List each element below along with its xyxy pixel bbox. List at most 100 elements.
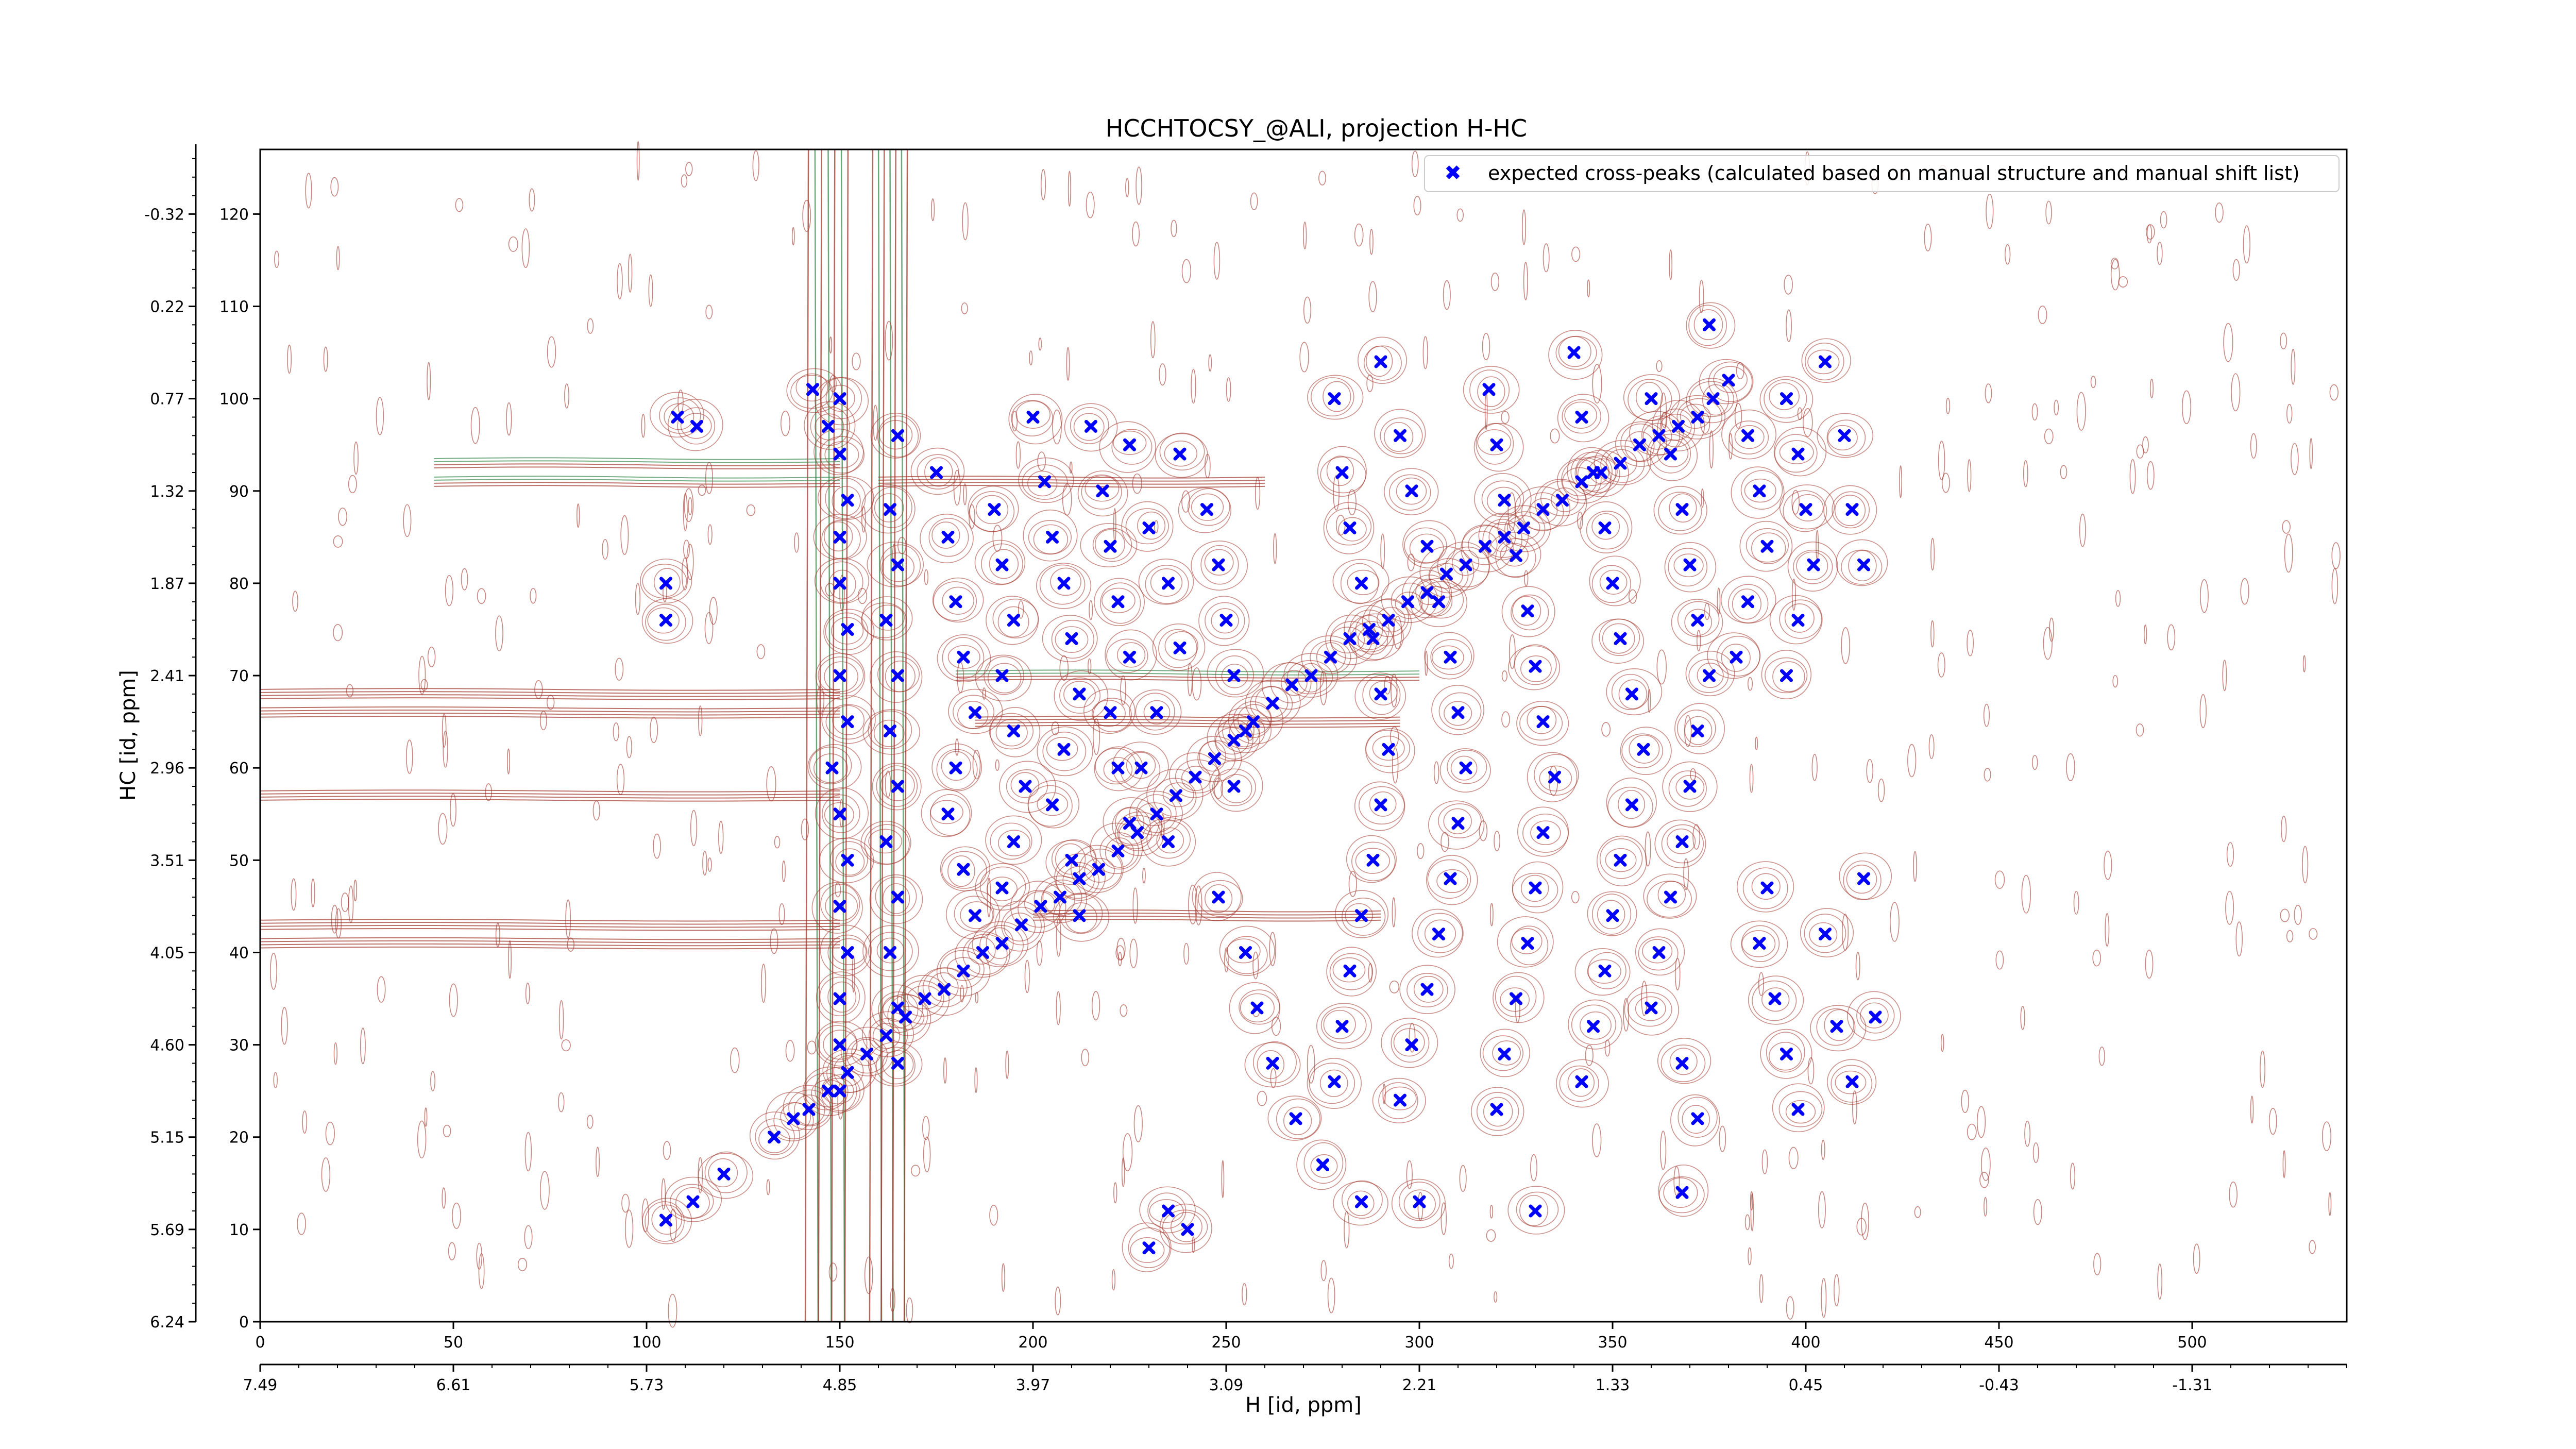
cross-peak-marker (1675, 835, 1689, 848)
cross-peak-marker (659, 577, 672, 590)
cross-peak-marker (833, 392, 846, 406)
peak-contour (1149, 1199, 1184, 1223)
noise-contour (1413, 196, 1421, 216)
cross-peak-marker (1363, 623, 1376, 636)
cross-peak-marker (1451, 817, 1465, 830)
noise-contour (778, 903, 785, 925)
noise-contour (2093, 1253, 2102, 1276)
peak-contour (1354, 672, 1406, 720)
noise-contour (1967, 630, 1974, 656)
horizontal-streak (434, 460, 840, 463)
cross-peak-marker (1664, 890, 1677, 904)
noise-contour (2280, 332, 2287, 349)
peak-contour (882, 1050, 914, 1080)
noise-contour (2143, 624, 2147, 645)
cross-peak-marker (1405, 1038, 1418, 1052)
peak-contour (1779, 599, 1822, 639)
peak-contour (1766, 1032, 1805, 1073)
peak-contour (1556, 457, 1612, 504)
cross-peak-marker (1038, 475, 1051, 488)
peak-contour (921, 789, 972, 837)
peak-contour (1450, 755, 1478, 781)
noise-contour (2215, 202, 2224, 223)
cross-peak-marker (1683, 558, 1697, 571)
peak-contour (974, 540, 1026, 585)
noise-contour (330, 177, 339, 197)
peak-contour (1050, 567, 1081, 596)
noise-contour (1208, 354, 1212, 372)
cross-peak-marker (1753, 937, 1766, 950)
noise-contour (1736, 362, 1744, 380)
noise-contour (1585, 1044, 1594, 1066)
peak-contour (1804, 914, 1846, 953)
noise-contour (452, 1202, 461, 1229)
cross-peak-marker (891, 429, 904, 442)
peak-contour (1027, 470, 1058, 497)
peak-contour (1817, 413, 1874, 458)
noise-contour (2092, 949, 2102, 967)
peak-contour (824, 441, 859, 468)
noise-contour (2232, 259, 2240, 281)
cross-peak-marker (1451, 706, 1465, 719)
peak-contour (1816, 1008, 1856, 1046)
peak-contour (1801, 338, 1851, 383)
y-ppm-tick-label: 4.60 (150, 1037, 184, 1055)
peak-contour (1204, 549, 1234, 576)
peak-contour (1365, 728, 1415, 773)
noise-contour (1802, 408, 1813, 437)
peak-contour (1046, 737, 1078, 761)
cross-peak-marker (1482, 383, 1496, 396)
peak-contour (1276, 1098, 1320, 1139)
peak-contour (1673, 553, 1704, 578)
peak-contour (1225, 936, 1268, 974)
noise-contour (273, 1072, 278, 1088)
cross-peak-marker (1170, 789, 1182, 802)
noise-contour (2291, 348, 2296, 385)
x-tick-label: 250 (1211, 1334, 1241, 1352)
cross-peak-marker (1007, 835, 1020, 848)
peak-contour (1381, 1018, 1438, 1068)
noise-contour (1120, 675, 1126, 705)
cross-peak-marker (1730, 650, 1743, 664)
cross-peak-marker (1703, 318, 1716, 331)
noise-contour (960, 985, 964, 1003)
noise-contour (2222, 660, 2227, 692)
cross-peak-marker (1150, 807, 1163, 821)
noise-contour (1392, 747, 1399, 784)
peak-contour (1662, 761, 1718, 812)
noise-contour (2060, 465, 2067, 479)
noise-contour (1983, 703, 1990, 727)
peak-contour (1113, 430, 1147, 455)
peak-contour (1323, 502, 1375, 554)
peak-contour (1492, 1040, 1521, 1066)
cross-peak-marker (1791, 614, 1805, 627)
peak-contour (1742, 867, 1788, 909)
noise-contour (1161, 814, 1165, 840)
noise-contour (704, 612, 714, 644)
horizontal-streak (260, 943, 840, 947)
peak-contour (1162, 1209, 1208, 1245)
peak-contour (1627, 992, 1672, 1027)
noise-contour (641, 1198, 649, 1233)
peak-contour (1587, 891, 1637, 936)
peak-contour (1054, 670, 1109, 721)
peak-contour (1599, 569, 1628, 595)
noise-contour (857, 587, 868, 604)
cross-peak-marker (1598, 521, 1612, 534)
peak-contour (1221, 774, 1252, 803)
y-tick-label: 110 (219, 298, 249, 316)
peak-contour (819, 436, 865, 474)
noise-contour (897, 536, 907, 554)
cross-peak-marker (884, 946, 896, 959)
noise-contour (852, 955, 855, 993)
peak-contour (933, 581, 977, 621)
peak-contour (901, 980, 944, 1017)
noise-contour (1257, 1090, 1267, 1106)
cross-peak-marker (918, 992, 931, 1005)
cross-peak-marker (1791, 1103, 1805, 1116)
peak-contour (1099, 421, 1156, 473)
cross-peak-marker (957, 964, 970, 978)
noise-contour (1656, 649, 1667, 685)
noise-contour (2302, 846, 2309, 884)
peak-contour (1591, 513, 1620, 540)
